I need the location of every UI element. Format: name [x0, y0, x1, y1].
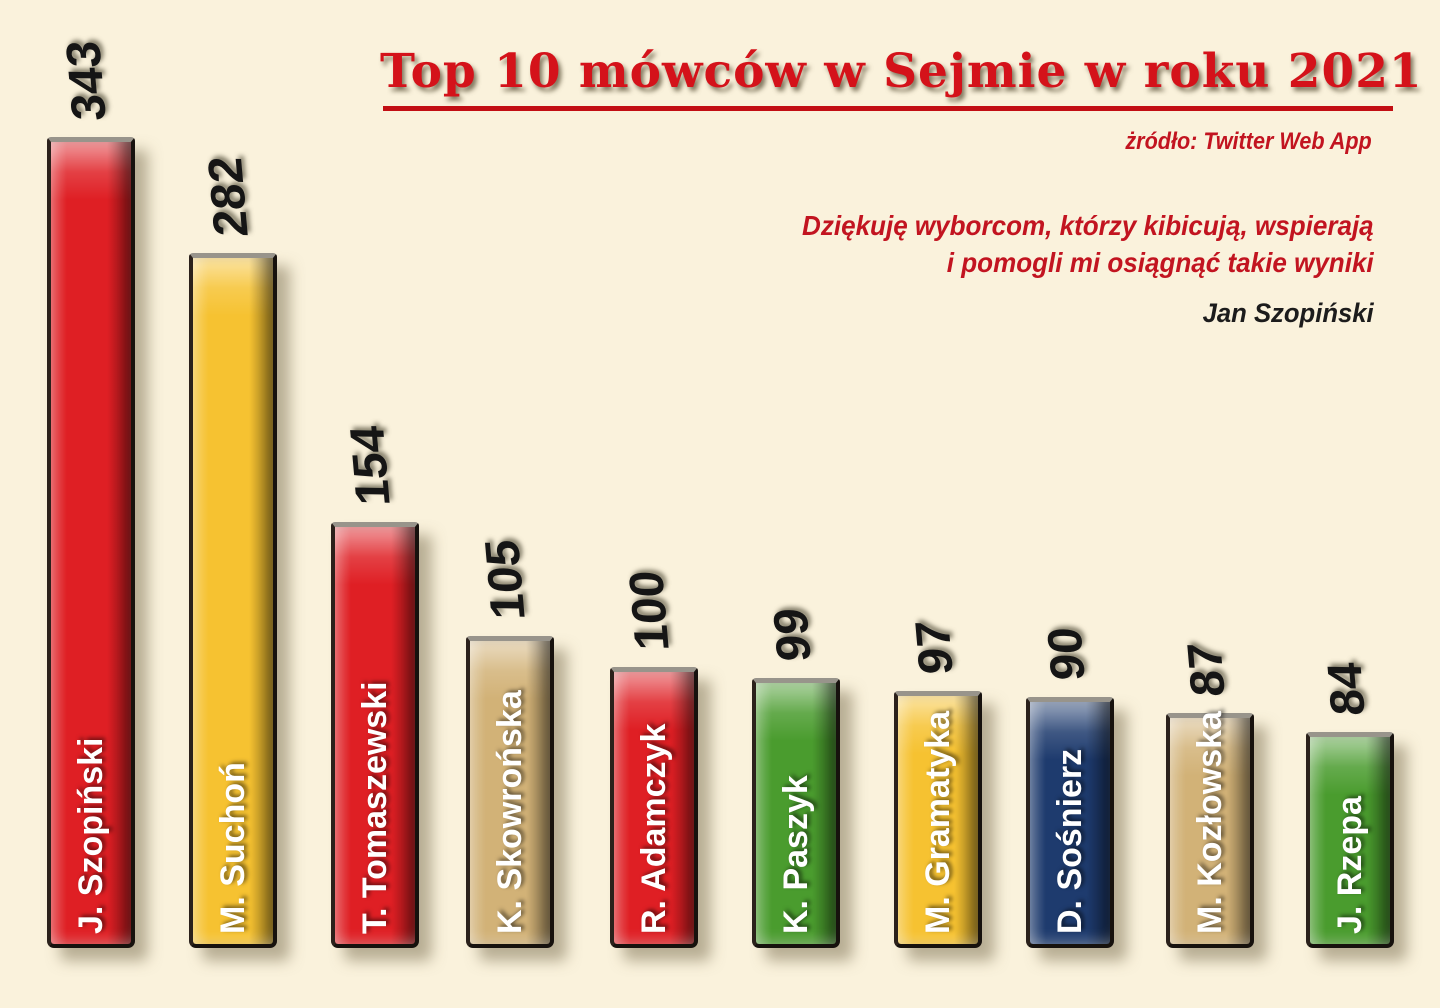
chart-bar: R. Adamczyk: [610, 667, 698, 948]
chart-bar: J. Rzepa: [1306, 732, 1394, 948]
bar-category-label: M. Suchoń: [214, 762, 252, 934]
chart-bar: J. Szopiński: [47, 137, 135, 948]
quote-attribution: Jan Szopiński: [1202, 298, 1374, 328]
bar-value-label: 105: [475, 539, 536, 620]
bar-category-label: K. Paszyk: [777, 775, 815, 934]
chart-bar: M. Suchoń: [189, 253, 277, 948]
bar-value-label: 87: [1178, 642, 1236, 697]
bar-category-label: M. Kozłowska: [1191, 711, 1229, 934]
chart-bar: T. Tomaszewski: [331, 522, 419, 948]
bar-value-label: 97: [906, 620, 964, 675]
title-underline: [383, 106, 1393, 111]
bar-category-label: D. Sośnierz: [1051, 748, 1089, 934]
bar-value-label: 99: [764, 607, 822, 662]
chart-bar: K. Skowrońska: [466, 636, 554, 948]
quote-block: Dziękuję wyborcom, którzy kibicują, wspi…: [759, 207, 1374, 332]
bar-value-label: 282: [198, 156, 259, 237]
bar-category-label: J. Rzepa: [1331, 796, 1369, 934]
bar-category-label: M. Gramatyka: [919, 711, 957, 934]
bar-category-label: T. Tomaszewski: [356, 681, 394, 934]
bar-category-label: K. Skowrońska: [491, 690, 529, 934]
bar-category-label: R. Adamczyk: [635, 723, 673, 934]
bar-value-label: 154: [340, 425, 401, 506]
bar-value-label: 84: [1318, 661, 1376, 716]
bar-value-label: 343: [56, 40, 117, 121]
chart-bar: M. Kozłowska: [1166, 711, 1254, 948]
bar-value-label: 90: [1038, 626, 1096, 681]
chart-bar: K. Paszyk: [752, 678, 840, 948]
chart-title: Top 10 mówców w Sejmie w roku 2021: [380, 44, 1423, 99]
chart-bar: D. Sośnierz: [1026, 697, 1114, 948]
source-credit: żródło: Twitter Web App: [1125, 128, 1372, 155]
quote-line-2: i pomogli mi osiągnąć takie wyniki: [947, 247, 1374, 278]
bar-category-label: J. Szopiński: [72, 737, 110, 935]
bar-value-label: 100: [619, 570, 680, 651]
quote-line-1: Dziękuję wyborcom, którzy kibicują, wspi…: [802, 210, 1374, 241]
chart-bar: M. Gramatyka: [894, 691, 982, 948]
